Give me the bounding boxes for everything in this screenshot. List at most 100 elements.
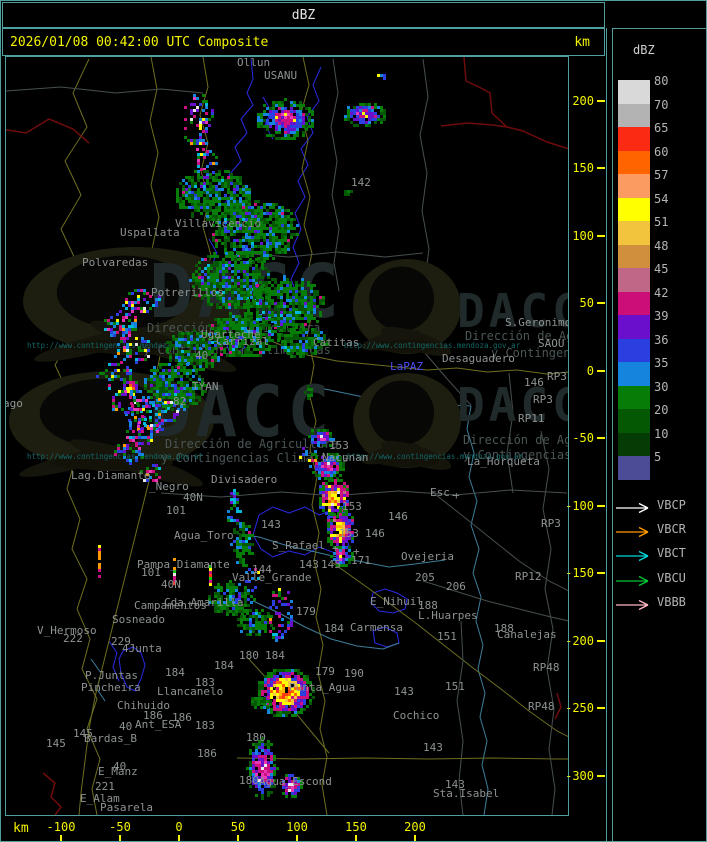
dbz-scale-value: 30 — [654, 379, 669, 394]
map-label: 146 — [388, 510, 408, 523]
dbz-scale-swatch — [618, 338, 650, 362]
map-label: RP48 — [528, 700, 555, 713]
radar-echo-layer — [96, 74, 386, 800]
geo-path-steel — [466, 405, 489, 815]
watermark-url: http://www.contingencias.mendoza.gov.ar — [344, 341, 521, 350]
map-label: + — [453, 489, 460, 502]
map-label: 144 — [252, 563, 272, 576]
dacc-watermark-text: DACC — [457, 284, 568, 338]
x-axis-tick — [237, 835, 239, 841]
map-label: Valle_Grande — [232, 571, 312, 584]
y-axis-tick — [597, 775, 605, 777]
vector-arrow-icon — [616, 599, 649, 611]
x-axis-tick-label: -50 — [109, 820, 131, 834]
vector-legend-label: VBCP — [657, 498, 686, 512]
vector-legend-label: VBCT — [657, 546, 686, 560]
watermark-subtitle: Dirección de Agricultura — [465, 329, 568, 343]
map-label: 180 — [239, 649, 259, 662]
dbz-scale-swatch — [618, 80, 650, 104]
map-label: 229 — [111, 635, 131, 648]
map-label: E_Alam — [80, 792, 120, 805]
map-label: USANU — [264, 69, 298, 82]
watermark-subtitle: y Contingencias Climáticas — [463, 448, 569, 462]
dbz-scale-swatch — [618, 103, 650, 127]
dbz-scale-swatch — [618, 268, 650, 292]
map-label: 151 — [445, 680, 465, 693]
x-axis-tick-label: -100 — [46, 820, 76, 834]
map-label: Uspallata — [120, 226, 180, 239]
map-label: Pampa_Diamante — [137, 558, 230, 571]
dbz-scale-value: 42 — [654, 285, 669, 300]
map-label: 146 — [365, 527, 385, 540]
map-label: 206 — [446, 580, 466, 593]
map-label: Potrerillos — [151, 286, 224, 299]
dbz-scale-value: 36 — [654, 332, 669, 347]
dbz-scale-value: 10 — [654, 426, 669, 441]
dacc-eye-logo-icon — [353, 373, 461, 470]
map-label: Agua_Toro — [174, 529, 234, 542]
map-label: 151 — [437, 630, 457, 643]
y-axis-tick — [597, 640, 605, 642]
divider-line — [606, 28, 607, 841]
timestamp: 2026/01/08 00:42:00 UTC Composite — [10, 34, 269, 50]
map-label: Carrizal — [216, 335, 269, 348]
dbz-scale-value: 39 — [654, 309, 669, 323]
y-axis-tick — [597, 167, 605, 169]
map-label: RP12 — [515, 570, 542, 583]
geo-path-blue — [262, 96, 274, 140]
map-label: Desaguadero — [442, 352, 515, 365]
map-label: 143 — [445, 778, 465, 791]
x-axis-unit: km — [13, 821, 29, 836]
map-label: Llancanelo — [157, 685, 224, 698]
map-label: RP3 — [547, 370, 567, 383]
x-axis-tick-label: 50 — [230, 820, 246, 834]
y-axis-tick-label: 0 — [586, 364, 594, 378]
map-label: 171 — [351, 554, 371, 567]
vector-arrow-icon — [616, 550, 649, 562]
x-axis-tick — [119, 835, 121, 841]
map-label: RP11 — [518, 412, 545, 425]
geo-path-blue — [118, 646, 146, 692]
dbz-scale-swatch — [618, 432, 650, 456]
map-label: Ollun — [237, 56, 271, 69]
map-label: 183 — [195, 719, 215, 732]
y-axis-tick-label: 50 — [579, 296, 594, 310]
map-label: 40N — [161, 578, 181, 591]
dbz-scale-swatch — [618, 174, 650, 198]
map-label: 180 — [239, 774, 259, 787]
title-bar: dBZ — [2, 2, 605, 28]
map-label: Cda_Amarilla — [164, 596, 244, 609]
dacc-eye-logo-icon — [353, 259, 461, 356]
map-label: 143 — [423, 741, 443, 754]
map-label: 40N — [183, 491, 203, 504]
map-label: 145 — [73, 727, 93, 740]
map-label: 143 — [394, 685, 414, 698]
map-label: Campamentos — [134, 599, 207, 612]
y-axis-tick — [597, 505, 605, 507]
dbz-scale-value: 54 — [654, 191, 669, 206]
watermark-url: http://www.contingencias.mendoza.gov.ar — [27, 452, 204, 461]
vector-legend-label: VBCU — [657, 571, 686, 585]
map-label: 142 — [351, 176, 371, 189]
watermark-subtitle: y Contingencias Climáticas — [491, 346, 569, 360]
map-label: E_Nihuil — [370, 595, 423, 608]
map-label: Polvaredas — [82, 256, 149, 269]
map-label: Ant_ESA — [135, 718, 182, 731]
map-label: 184 — [265, 649, 285, 662]
dbz-scale-swatch — [618, 385, 650, 409]
geo-path-blue — [108, 640, 120, 682]
y-axis-tick-label: -100 — [565, 499, 594, 513]
geo-path-blue — [252, 506, 350, 558]
map-label: Ugarteche — [201, 328, 261, 341]
vector-arrow-icon — [616, 575, 649, 587]
vector-legend-row: VBCT — [615, 546, 686, 562]
y-axis-tick — [597, 370, 605, 372]
geo-path-red — [554, 692, 562, 720]
map-label: 153 — [339, 527, 359, 540]
radar-map[interactable]: DACCDACCDACCDACCDirección de Agricultura… — [5, 56, 569, 816]
dbz-scale-value: 51 — [654, 215, 669, 229]
geo-path-gray — [160, 491, 338, 498]
dbz-scale-swatch — [618, 362, 650, 386]
map-label: 186 — [197, 747, 217, 760]
dbz-scale-swatch — [618, 127, 650, 151]
